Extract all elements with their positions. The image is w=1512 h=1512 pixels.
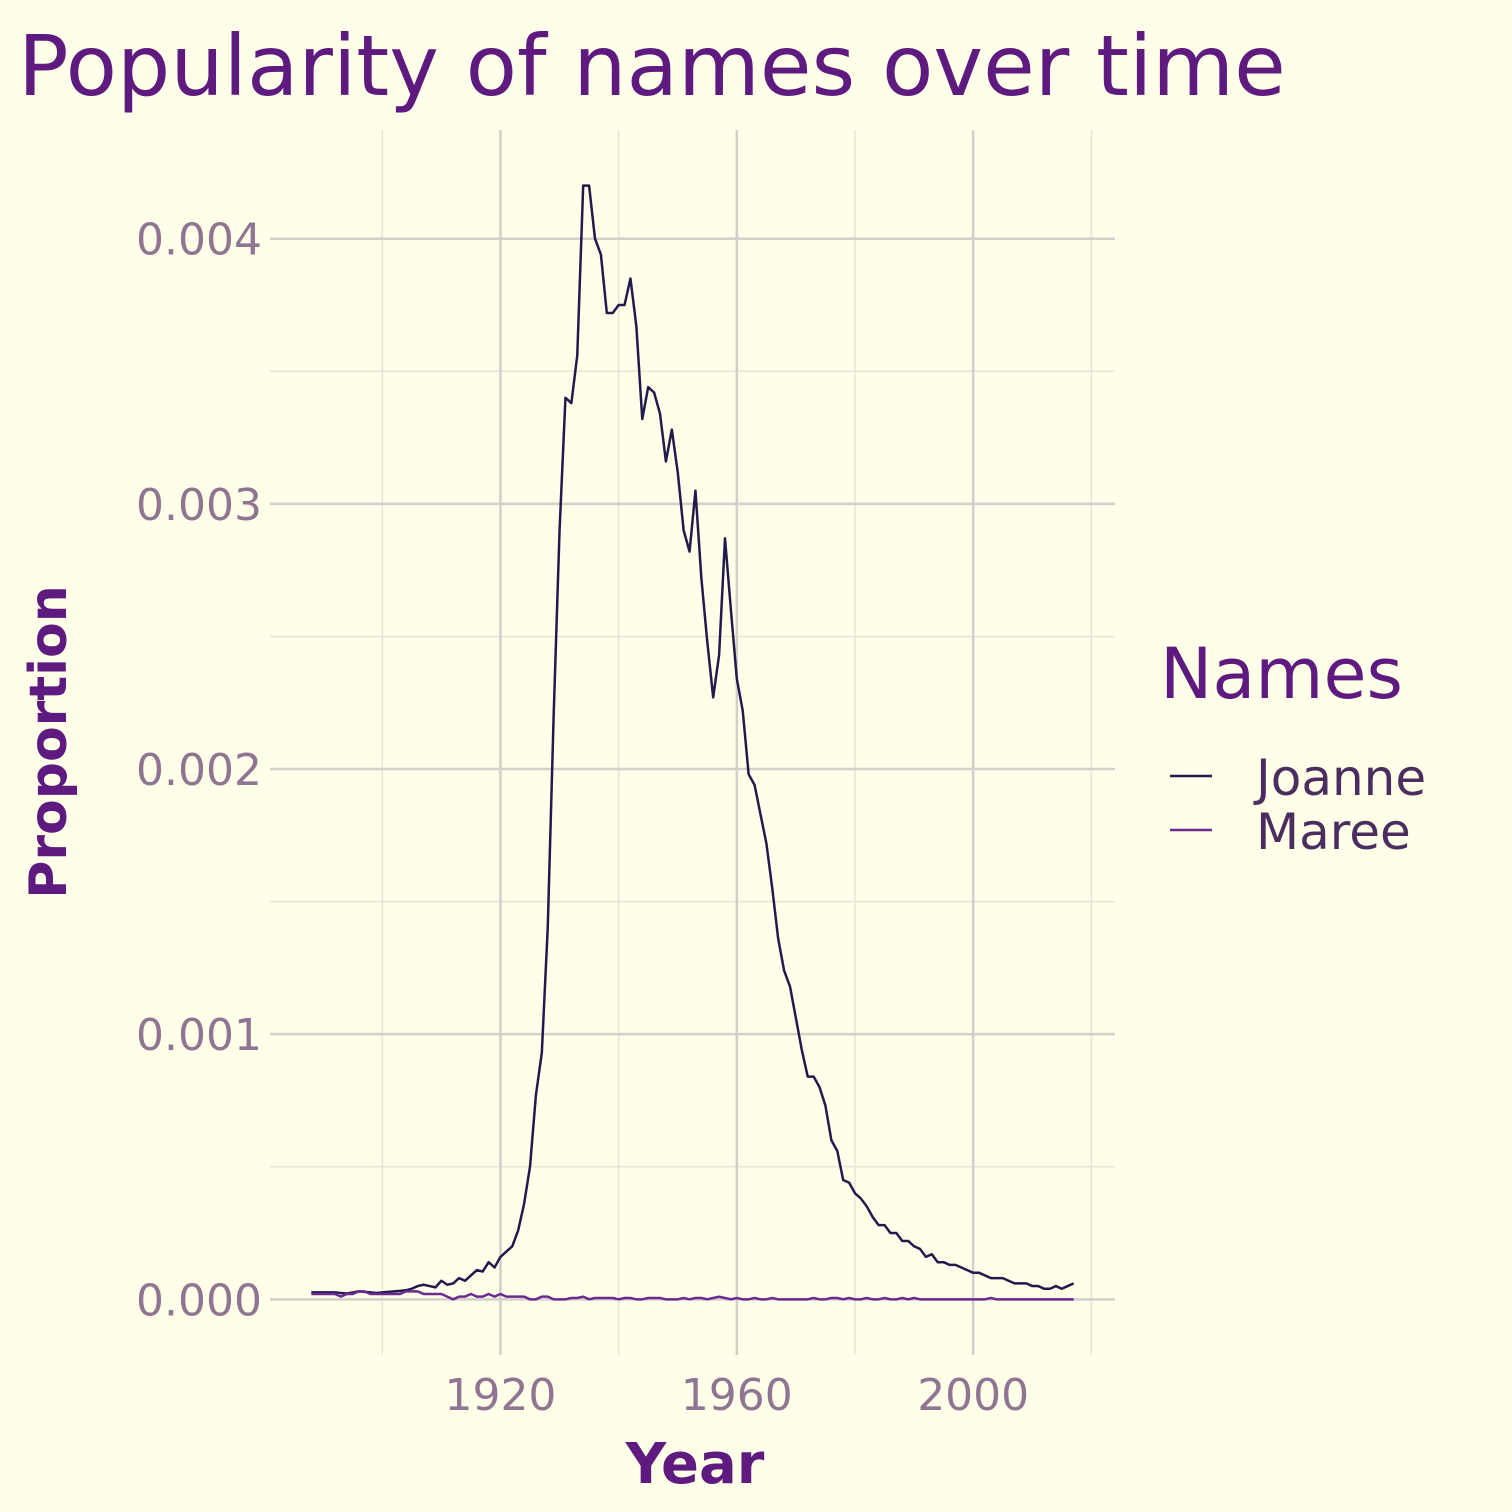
legend-title: Names bbox=[1160, 633, 1403, 715]
y-tick-label: 0.004 bbox=[136, 215, 262, 266]
y-tick-label: 0.002 bbox=[136, 745, 262, 796]
x-tick-label: 2000 bbox=[917, 1370, 1029, 1421]
series-line bbox=[311, 184, 1075, 1295]
x-axis-label: Year bbox=[625, 1432, 765, 1497]
lines bbox=[311, 184, 1075, 1301]
x-tick-label: 1960 bbox=[681, 1370, 793, 1421]
ticks: 1920 1960 2000 0.000 0.001 0.002 0.003 0.004 bbox=[136, 215, 1029, 1421]
y-tick-label: 0.003 bbox=[136, 480, 262, 531]
x-tick-label: 1920 bbox=[444, 1370, 556, 1421]
y-tick-label: 0.001 bbox=[136, 1010, 262, 1061]
grid bbox=[270, 130, 1115, 1355]
legend-label: Joanne bbox=[1253, 749, 1426, 807]
series-line bbox=[311, 1290, 1074, 1301]
y-tick-label: 0.000 bbox=[136, 1275, 262, 1326]
legend-label: Maree bbox=[1256, 803, 1411, 861]
y-axis-label: Proportion bbox=[19, 585, 79, 899]
chart-title: Popularity of names over time bbox=[18, 17, 1286, 115]
